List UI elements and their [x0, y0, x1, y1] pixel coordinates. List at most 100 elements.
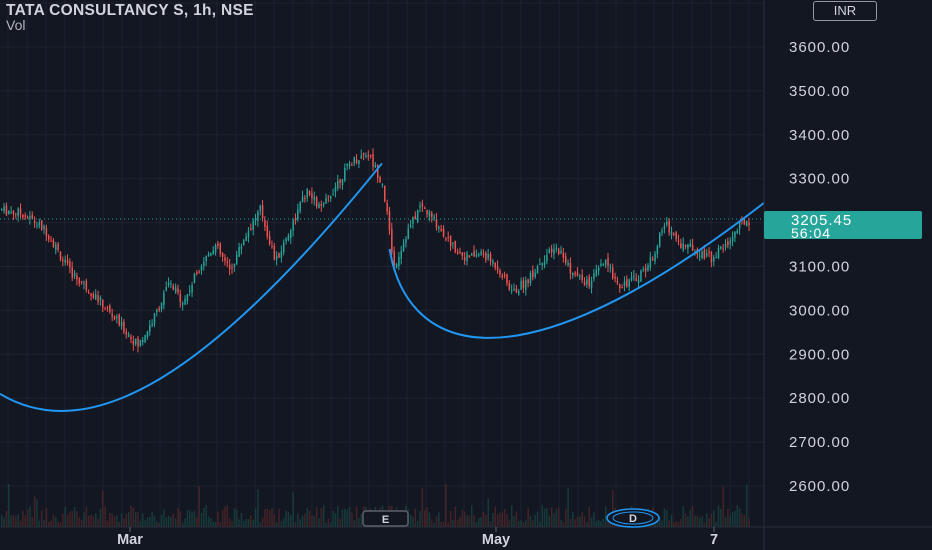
volume-bar	[62, 513, 64, 527]
candle-body	[720, 246, 722, 249]
volume-bar	[287, 511, 290, 527]
price-tick-label: 3000.00	[789, 302, 850, 319]
candle-body	[73, 273, 76, 277]
volume-bar	[734, 510, 736, 527]
candle-body	[682, 243, 684, 251]
volume-bar	[567, 487, 569, 527]
candle-body	[534, 272, 536, 278]
volume-bar	[153, 515, 156, 527]
candle-body	[633, 275, 635, 277]
candle-body	[550, 248, 553, 253]
volume-bar	[428, 512, 431, 527]
volume-bar	[142, 513, 144, 527]
candle-body	[193, 274, 196, 283]
candle-body	[666, 221, 668, 225]
candle-body	[59, 252, 62, 260]
volume-bar	[95, 513, 97, 527]
volume-bar	[203, 507, 205, 527]
rounding-bottom-2-curve[interactable]	[388, 202, 765, 339]
volume-bar	[224, 506, 226, 527]
volume-bar	[341, 509, 344, 527]
candle-body	[602, 264, 605, 266]
rounding-bottom-1-curve[interactable]	[0, 162, 383, 412]
candle-body	[151, 323, 153, 326]
candle-body	[214, 245, 217, 253]
volume-bar	[217, 511, 219, 527]
volume-bar	[668, 520, 670, 527]
volume-bar	[539, 522, 541, 527]
candle-body	[637, 280, 640, 284]
volume-bar	[586, 522, 588, 527]
candle-body	[428, 211, 431, 217]
candle-body	[379, 177, 381, 182]
currency-button[interactable]: INR	[813, 1, 877, 21]
candle-body	[142, 340, 144, 343]
volume-bar	[553, 513, 555, 527]
candle-body	[604, 259, 607, 265]
volume-bar	[351, 512, 353, 527]
candle-body	[332, 194, 334, 196]
volume-bar	[588, 506, 590, 527]
dividend-marker[interactable]: D	[606, 508, 660, 528]
candle-body	[553, 249, 555, 255]
earnings-marker[interactable]: E	[362, 510, 409, 527]
candle-body	[612, 267, 614, 279]
candle-body	[447, 237, 449, 239]
candle-body	[734, 231, 736, 238]
volume-bar	[285, 510, 287, 527]
candle-body	[120, 321, 123, 326]
candle-body	[167, 282, 170, 285]
candle-body	[407, 228, 410, 240]
volume-bar	[304, 513, 306, 527]
price-axis[interactable]: 3600.00 3500.00 3400.00 3300.00 3100.00 3000.…	[789, 39, 850, 495]
volume-bar	[266, 508, 269, 527]
candle-body	[261, 205, 264, 219]
candle-body	[489, 253, 492, 262]
candle-body	[360, 155, 363, 159]
volume-bar	[207, 516, 210, 527]
volume-bar	[278, 508, 280, 527]
time-axis[interactable]: Mar May 7	[117, 527, 718, 548]
drawings[interactable]	[0, 162, 765, 412]
candle-body	[579, 276, 581, 278]
symbol-title[interactable]: TATA CONSULTANCY S, 1h, NSE	[6, 2, 254, 19]
candle-body	[689, 243, 692, 247]
volume-bar	[301, 515, 304, 527]
volume-bar	[179, 511, 182, 527]
volume-bar	[468, 515, 471, 527]
volume-bar	[339, 518, 341, 527]
candle-body	[661, 230, 663, 233]
volume-bar	[76, 511, 78, 527]
candle-body	[275, 255, 278, 260]
volume-bar	[214, 521, 217, 527]
candle-body	[738, 221, 741, 229]
volume-bar	[318, 518, 320, 527]
volume-bar	[332, 510, 334, 527]
volume-legend[interactable]: Vol	[6, 17, 26, 33]
volume-bar	[360, 514, 363, 527]
candle-body	[365, 155, 367, 157]
candle-body	[619, 284, 621, 288]
candle-body	[19, 208, 22, 215]
volume-bar	[663, 508, 666, 527]
candle-body	[156, 309, 158, 312]
candle-body	[421, 203, 424, 207]
candle-body	[64, 259, 66, 263]
candle-body	[463, 257, 466, 261]
candle-body	[221, 253, 224, 257]
volume-bar	[283, 517, 285, 527]
candle-body	[186, 294, 189, 301]
volume-bar	[546, 508, 548, 527]
volume-bar	[687, 516, 689, 527]
candle-body	[670, 231, 673, 235]
volume-bar	[562, 522, 565, 527]
volume-bar	[8, 484, 10, 527]
volume-bar	[205, 505, 207, 527]
candle-body	[609, 266, 612, 268]
candle-body	[224, 257, 226, 261]
candle-body	[590, 280, 593, 288]
candle-body	[287, 235, 290, 240]
candle-body	[715, 256, 717, 258]
